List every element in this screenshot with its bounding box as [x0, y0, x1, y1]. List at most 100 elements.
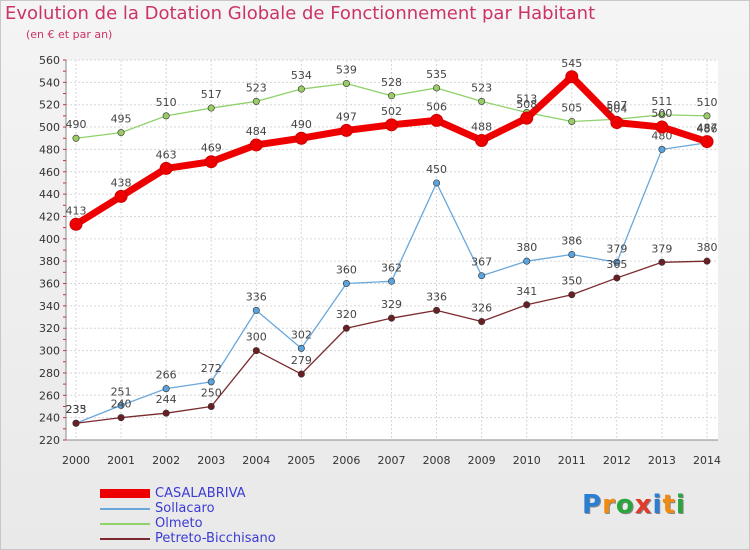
legend-label-sollacaro: Sollacaro — [155, 501, 215, 516]
y-tick-label: 500 — [39, 121, 60, 134]
y-tick-label: 300 — [39, 345, 60, 358]
data-label-casalabriva: 504 — [606, 103, 627, 116]
legend-swatch-sollacaro — [100, 508, 150, 510]
y-tick-label: 360 — [39, 278, 60, 291]
data-label-olmeto: 507 — [606, 99, 627, 112]
data-label-petreto-bicchisano: 341 — [516, 285, 537, 298]
x-tick-label: 2007 — [378, 454, 406, 467]
data-label-olmeto: 539 — [336, 63, 357, 76]
data-point-sollacaro — [117, 401, 125, 409]
data-label-sollacaro: 386 — [561, 234, 582, 247]
data-point-sollacaro — [433, 179, 441, 187]
data-label-olmeto: 535 — [426, 68, 447, 81]
data-point-sollacaro — [568, 250, 576, 258]
proxiti-logo: Proxiti — [582, 490, 686, 520]
brand-letter: r — [602, 490, 616, 520]
data-point-casalabriva — [430, 113, 444, 127]
data-point-olmeto — [72, 134, 80, 142]
data-point-olmeto — [207, 104, 215, 112]
data-label-petreto-bicchisano: 300 — [246, 331, 267, 344]
data-point-sollacaro — [387, 277, 395, 285]
data-label-sollacaro: 362 — [381, 261, 402, 274]
y-tick-label: 520 — [39, 99, 60, 112]
data-label-olmeto: 505 — [561, 101, 582, 114]
data-label-petreto-bicchisano: 244 — [156, 393, 177, 406]
y-tick-label: 280 — [39, 367, 60, 380]
data-point-casalabriva — [114, 189, 128, 203]
data-label-olmeto: 511 — [651, 95, 672, 108]
data-point-casalabriva — [475, 133, 489, 147]
data-label-sollacaro: 251 — [111, 385, 132, 398]
x-tick-label: 2002 — [152, 454, 180, 467]
data-label-casalabriva: 545 — [561, 57, 582, 70]
data-label-casalabriva: 484 — [246, 125, 267, 138]
data-point-casalabriva — [294, 131, 308, 145]
data-label-casalabriva: 502 — [381, 105, 402, 118]
x-tick-label: 2005 — [287, 454, 315, 467]
data-point-casalabriva — [204, 155, 218, 169]
y-tick-label: 260 — [39, 389, 60, 402]
data-point-petreto-bicchisano — [703, 257, 711, 265]
data-label-casalabriva: 413 — [66, 204, 87, 217]
data-point-casalabriva — [249, 138, 263, 152]
y-tick-label: 240 — [39, 412, 60, 425]
data-label-casalabriva: 497 — [336, 110, 357, 123]
data-point-sollacaro — [478, 272, 486, 280]
data-label-petreto-bicchisano: 365 — [606, 258, 627, 271]
data-point-petreto-bicchisano — [478, 318, 486, 326]
data-point-sollacaro — [658, 145, 666, 153]
data-point-petreto-bicchisano — [252, 347, 260, 355]
data-point-casalabriva — [69, 217, 83, 231]
data-label-petreto-bicchisano: 336 — [426, 290, 447, 303]
x-tick-label: 2003 — [197, 454, 225, 467]
data-label-casalabriva: 500 — [651, 107, 672, 120]
brand-letter: i — [652, 490, 663, 520]
data-label-petreto-bicchisano: 380 — [697, 241, 718, 254]
brand-letter: t — [662, 490, 676, 520]
data-point-olmeto — [658, 111, 666, 119]
data-point-casalabriva — [385, 118, 398, 132]
data-label-olmeto: 495 — [111, 113, 132, 126]
data-label-olmeto: 510 — [156, 96, 177, 109]
data-point-olmeto — [117, 129, 125, 137]
data-label-casalabriva: 488 — [471, 120, 492, 133]
data-label-olmeto: 517 — [201, 88, 222, 101]
data-label-sollacaro: 450 — [426, 163, 447, 176]
data-label-petreto-bicchisano: 233 — [66, 403, 87, 416]
data-point-sollacaro — [342, 280, 350, 288]
data-point-petreto-bicchisano — [613, 274, 621, 282]
data-label-casalabriva: 487 — [697, 122, 718, 135]
data-label-petreto-bicchisano: 320 — [336, 308, 357, 321]
data-point-olmeto — [568, 117, 576, 125]
data-label-sollacaro: 380 — [516, 241, 537, 254]
data-label-casalabriva: 490 — [291, 118, 312, 131]
y-tick-label: 460 — [39, 166, 60, 179]
y-tick-label: 400 — [39, 233, 60, 246]
data-point-olmeto — [478, 97, 486, 105]
data-label-sollacaro: 367 — [471, 256, 492, 269]
legend-label-olmeto: Olmeto — [155, 516, 203, 531]
data-point-petreto-bicchisano — [387, 314, 395, 322]
y-tick-label: 340 — [39, 300, 60, 313]
data-point-casalabriva — [610, 116, 624, 130]
data-point-casalabriva — [339, 123, 353, 137]
brand-letter: o — [615, 490, 635, 520]
y-tick-label: 440 — [39, 188, 60, 201]
data-label-sollacaro: 486 — [697, 123, 718, 136]
data-label-sollacaro: 266 — [156, 369, 177, 382]
data-label-petreto-bicchisano: 240 — [111, 398, 132, 411]
data-point-petreto-bicchisano — [523, 301, 531, 309]
data-point-casalabriva — [655, 120, 669, 134]
data-point-olmeto — [342, 79, 350, 87]
legend-label-casalabriva: CASALABRIVA — [155, 486, 246, 501]
data-point-olmeto — [162, 112, 170, 120]
data-label-olmeto: 528 — [381, 76, 402, 89]
y-tick-label: 560 — [39, 54, 60, 67]
data-point-sollacaro — [613, 258, 621, 266]
data-point-petreto-bicchisano — [433, 306, 441, 314]
y-tick-label: 420 — [39, 210, 60, 223]
x-tick-label: 2009 — [468, 454, 496, 467]
data-point-petreto-bicchisano — [658, 258, 666, 266]
data-point-olmeto — [297, 85, 305, 93]
data-point-sollacaro — [207, 378, 215, 386]
